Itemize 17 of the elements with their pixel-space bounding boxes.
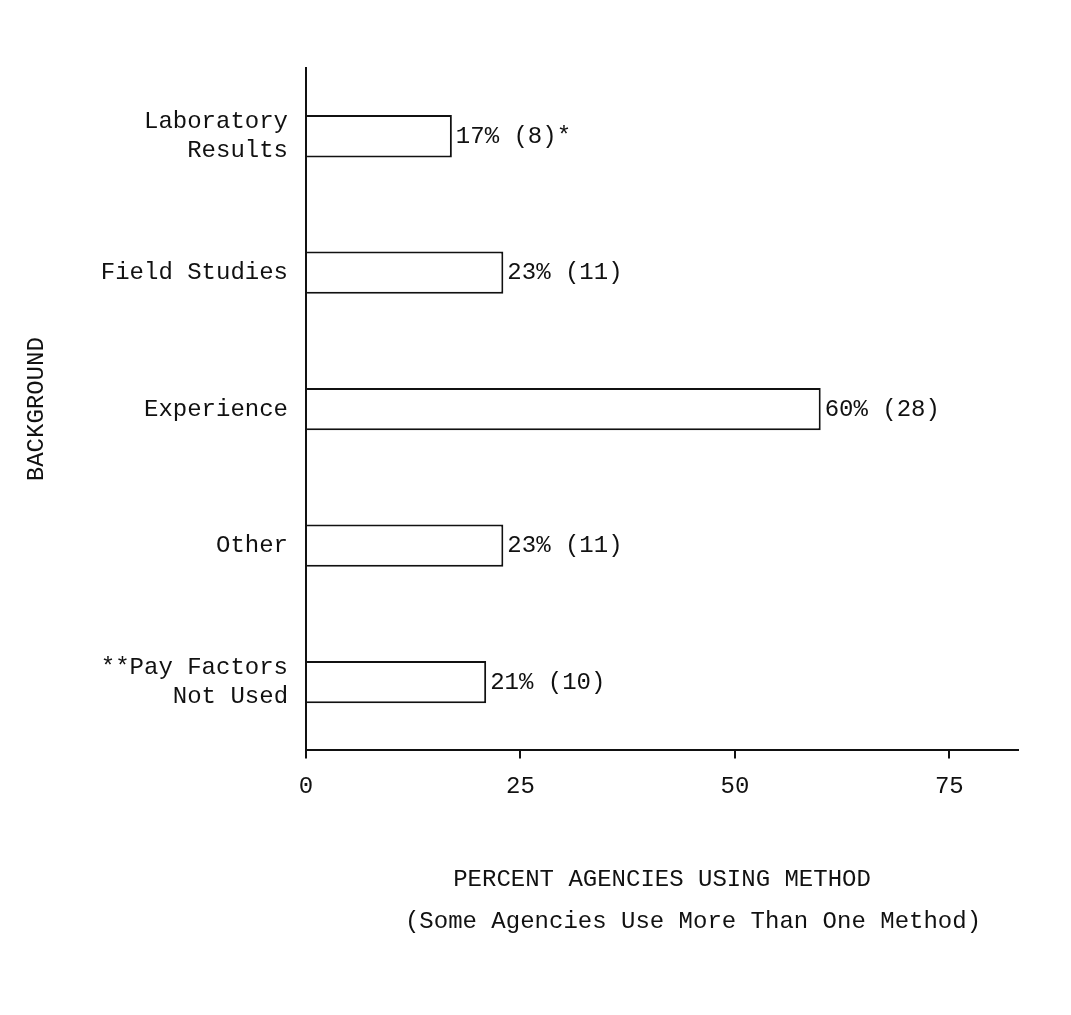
y-tick-label: Experience — [144, 395, 289, 423]
x-tick-label: 0 — [298, 773, 314, 801]
y-tick-label: Laboratory Results — [144, 108, 289, 164]
data-label: 23% (11) — [507, 259, 623, 287]
y-tick-label: Other — [216, 532, 289, 560]
x-tick-label: 50 — [720, 773, 750, 801]
x-tick-label: 75 — [934, 773, 964, 801]
data-label: 23% (11) — [507, 532, 623, 560]
y-tick-label: **Pay Factors Not Used — [100, 654, 289, 710]
y-tick-label: Field Studies — [100, 259, 289, 287]
y-axis-title: BACKGROUND — [22, 337, 50, 482]
text: (Some Agencies Use More Than One Method) — [403, 908, 983, 935]
x-axis-title: PERCENT AGENCIES USING METHOD — [453, 865, 871, 893]
data-label: 17% (8)* — [455, 122, 572, 150]
x-tick-label: 25 — [506, 773, 535, 801]
data-label: 60% (28) — [824, 395, 940, 423]
data-label: 21% (10) — [490, 668, 606, 696]
